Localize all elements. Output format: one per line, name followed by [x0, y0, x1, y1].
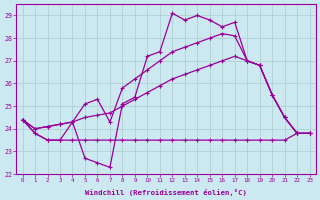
X-axis label: Windchill (Refroidissement éolien,°C): Windchill (Refroidissement éolien,°C) [85, 189, 247, 196]
